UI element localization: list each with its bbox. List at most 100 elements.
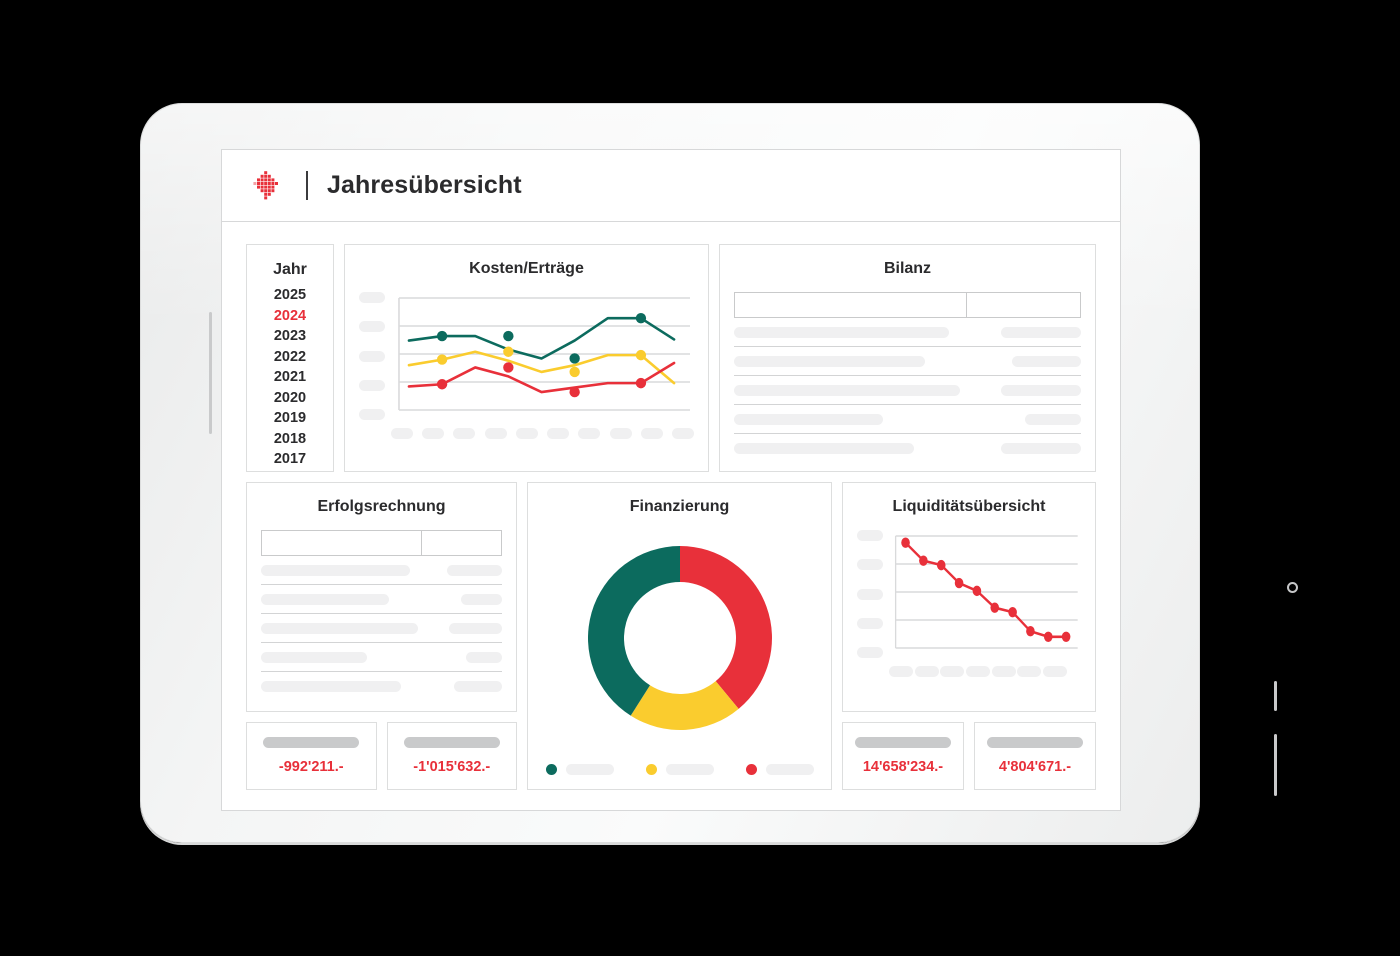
- liquiditaet-column: Liquiditätsübersicht: [842, 482, 1096, 790]
- table-row[interactable]: [734, 434, 1081, 463]
- kpi-value: 14'658'234.-: [862, 759, 944, 775]
- kosten-y-tick: [359, 409, 385, 420]
- volume-rocker-button[interactable]: [1274, 734, 1277, 796]
- legend-label-placeholder: [565, 764, 614, 775]
- kpi-value: 4'804'671.-: [998, 759, 1072, 775]
- year-item-2017[interactable]: 2017: [273, 451, 307, 467]
- liquiditaet-x-tick: [991, 666, 1016, 677]
- liquiditaet-plot: [894, 535, 1078, 649]
- bilanz-title: Bilanz: [883, 260, 932, 277]
- bilanz-row-value-placeholder: [1011, 355, 1081, 367]
- table-row[interactable]: [261, 672, 502, 701]
- erfolgsrechnung-skeleton-table: [247, 530, 516, 701]
- bilanz-row-value-placeholder: [1001, 443, 1081, 454]
- finanzierung-title: Finanzierung: [629, 498, 730, 515]
- kosten-x-tick: [422, 428, 445, 439]
- table-row[interactable]: [261, 614, 502, 643]
- finanzierung-donut-chart: [528, 538, 831, 738]
- bilanz-header-value-cell: [966, 292, 1081, 318]
- erfolg-row-list: [261, 556, 502, 701]
- table-row[interactable]: [734, 405, 1081, 434]
- front-camera-icon: [1287, 582, 1298, 593]
- erfolgsrechnung-panel: Erfolgsrechnung: [246, 482, 517, 712]
- finanzierung-panel: Finanzierung: [527, 482, 832, 790]
- finanzierung-legend: [528, 764, 831, 789]
- liquiditaet-y-tick: [857, 617, 883, 629]
- liquiditaet-x-tick: [914, 666, 939, 677]
- table-row[interactable]: [261, 643, 502, 672]
- segment-red[interactable]: [679, 546, 772, 709]
- table-row[interactable]: [734, 376, 1081, 405]
- kosten-x-tick: [453, 428, 476, 439]
- liquiditaetsuebersicht-panel: Liquiditätsübersicht: [842, 482, 1096, 712]
- kosten-ertraege-panel: Kosten/Erträge: [344, 244, 709, 472]
- erfolg-row-value-placeholder: [465, 651, 502, 663]
- year-item-2023[interactable]: 2023: [273, 328, 307, 344]
- erfolg-row-value-placeholder: [461, 593, 502, 605]
- liquiditaet-x-tick: [1042, 666, 1067, 677]
- kosten-y-tick: [359, 350, 385, 362]
- kosten-x-tick: [391, 428, 413, 439]
- year-item-2020[interactable]: 2020: [273, 389, 307, 406]
- table-row[interactable]: [734, 318, 1081, 347]
- liquiditaet-x-tick: [1017, 666, 1042, 677]
- bilanz-skeleton-table: [720, 292, 1095, 463]
- liquiditaet-y-axis-ticks: [857, 530, 883, 658]
- erfolg-row-label-placeholder: [261, 681, 401, 692]
- kosten-y-tick: [359, 292, 385, 303]
- year-item-2024[interactable]: 2024: [273, 307, 307, 324]
- kpi-erfolg-1[interactable]: -992'211.-: [246, 722, 377, 790]
- tablet-screen: Jahresübersicht Jahr 2025 2024 2023 2022 202…: [221, 149, 1121, 811]
- bilanz-row-value-placeholder: [1025, 413, 1081, 425]
- year-item-2019[interactable]: 2019: [273, 410, 307, 426]
- kpi-erfolg-2[interactable]: -1'015'632.-: [386, 722, 517, 790]
- liquiditaetsuebersicht-chart: [843, 530, 1095, 677]
- diamond-dots-logo-icon: [253, 170, 278, 199]
- kosten-x-tick: [640, 428, 663, 439]
- year-selector-panel: Jahr 2025 2024 2023 2022 2021 2020 2019 2018 201…: [246, 244, 334, 472]
- bilanz-row-value-placeholder: [1001, 384, 1081, 396]
- power-button[interactable]: [1274, 681, 1277, 711]
- kosten-x-tick: [515, 428, 538, 439]
- volume-button[interactable]: [209, 312, 212, 434]
- kpi-label-placeholder: [855, 737, 951, 748]
- erfolg-header-label-cell: [261, 530, 423, 556]
- erfolg-row-label-placeholder: [261, 622, 418, 634]
- kpi-label-placeholder: [263, 737, 360, 748]
- year-item-2021[interactable]: 2021: [273, 369, 307, 385]
- liquiditaetsuebersicht-title: Liquiditätsübersicht: [892, 498, 1046, 515]
- year-item-2022[interactable]: 2022: [273, 348, 307, 365]
- table-row[interactable]: [261, 556, 502, 585]
- bilanz-header-label-cell: [734, 292, 967, 318]
- table-row[interactable]: [734, 347, 1081, 376]
- bilanz-row-label-placeholder: [734, 443, 915, 454]
- year-panel-title: Jahr: [273, 261, 307, 278]
- erfolg-row-label-placeholder: [261, 651, 368, 663]
- app-header: Jahresübersicht: [222, 150, 1120, 222]
- liquiditaet-y-tick: [857, 530, 883, 541]
- finanzierung-donut-plot: [587, 546, 772, 730]
- segment-teal[interactable]: [587, 546, 680, 716]
- dashboard-row-top: Jahr 2025 2024 2023 2022 2021 2020 2019 2018 201…: [246, 244, 1096, 472]
- kpi-label-placeholder: [987, 737, 1083, 748]
- erfolg-row-label-placeholder: [261, 564, 411, 576]
- erfolg-row-label-placeholder: [261, 593, 389, 605]
- kosten-ertraege-plot: [398, 297, 691, 411]
- segment-yellow[interactable]: [630, 681, 739, 730]
- legend-dot-segment-red: [745, 764, 757, 775]
- bilanz-row-label-placeholder: [734, 413, 884, 425]
- liquiditaet-x-tick: [889, 666, 913, 677]
- kpi-liquid-2[interactable]: 4'804'671.-: [974, 722, 1096, 790]
- kosten-x-tick: [484, 428, 507, 439]
- year-item-2025[interactable]: 2025: [273, 287, 307, 303]
- year-item-2018[interactable]: 2018: [273, 430, 307, 447]
- erfolgsrechnung-column: Erfolgsrechnung -992'211.- -1'015'632.-: [246, 482, 517, 790]
- kpi-liquid-1[interactable]: 14'658'234.-: [842, 722, 964, 790]
- bilanz-row-label-placeholder: [734, 326, 950, 338]
- bilanz-row-label-placeholder: [734, 355, 925, 367]
- table-row[interactable]: [261, 585, 502, 614]
- header-divider: [306, 171, 308, 200]
- kpi-label-placeholder: [403, 737, 500, 748]
- kosten-x-tick: [609, 428, 632, 439]
